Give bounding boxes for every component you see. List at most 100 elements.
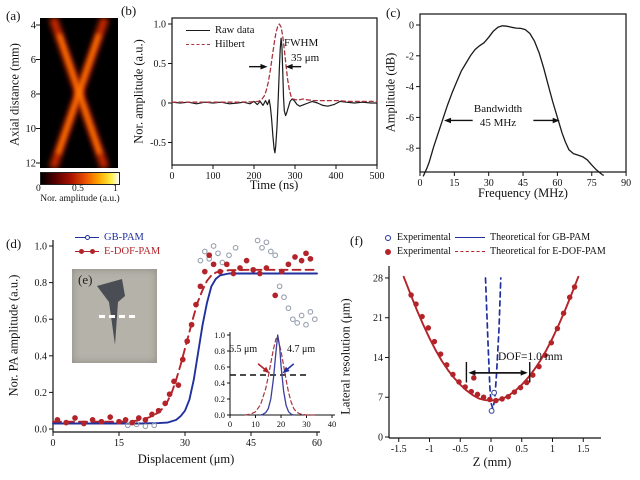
svg-text:0: 0 — [170, 171, 175, 182]
svg-text:40: 40 — [328, 419, 337, 429]
sample-photo: (e) — [72, 269, 157, 363]
svg-text:45: 45 — [246, 438, 256, 449]
panel-f-ylabel: Lateral resolution (μm) — [338, 298, 353, 415]
legend-label: Theoretical for E-DOF-PAM — [490, 246, 606, 257]
bandwidth-annotation-line2: 45 MHz — [479, 117, 517, 129]
svg-text:0.8: 0.8 — [214, 346, 225, 356]
svg-text:15: 15 — [449, 178, 459, 189]
panel-b-ylabel: Nor. amplitude (a.u.) — [131, 39, 146, 144]
e-dof-pam-line-sample — [75, 248, 99, 256]
svg-text:21: 21 — [373, 313, 383, 324]
svg-text:-6: -6 — [406, 113, 414, 124]
panel-b-legend: Raw data Hilbert — [186, 24, 254, 52]
legend-label: Theoretical for GB-PAM — [490, 232, 591, 243]
colorbar-tick-05: 0.5 — [72, 184, 84, 194]
svg-text:1.0: 1.0 — [35, 242, 48, 253]
svg-text:8: 8 — [31, 90, 36, 101]
dof-annotation: DOF=1.0 mm — [498, 351, 563, 363]
svg-text:60: 60 — [552, 178, 562, 189]
svg-text:10: 10 — [26, 124, 37, 135]
svg-text:90: 90 — [621, 178, 631, 189]
panel-f-xlabel: Z (mm) — [472, 455, 512, 469]
panel-c-label: (c) — [386, 5, 401, 20]
svg-text:200: 200 — [247, 171, 262, 182]
dashed-red-line-sample — [455, 248, 485, 256]
svg-text:0.5: 0.5 — [154, 59, 167, 70]
svg-text:20: 20 — [277, 419, 286, 429]
gb-pam-line-sample — [75, 234, 99, 242]
svg-text:10: 10 — [251, 419, 260, 429]
svg-text:1.0: 1.0 — [154, 20, 167, 31]
inset-fwhm-right: 4.7 μm — [287, 344, 316, 355]
legend-item-hilbert: Hilbert — [186, 38, 254, 52]
bandwidth-annotation: Bandwidth 45 MHz — [460, 102, 536, 130]
legend-label: Raw data — [215, 25, 255, 36]
svg-text:0.2: 0.2 — [35, 388, 48, 399]
legend-item-raw-data: Raw data — [186, 24, 254, 38]
svg-text:-8: -8 — [406, 144, 414, 155]
svg-text:300: 300 — [288, 171, 303, 182]
svg-text:0: 0 — [409, 21, 414, 32]
panel-a-label: (a) — [6, 8, 21, 23]
svg-text:500: 500 — [370, 171, 385, 182]
svg-text:1.5: 1.5 — [577, 444, 590, 455]
svg-text:-2: -2 — [406, 51, 414, 62]
legend-label: GB-PAM — [104, 232, 144, 243]
svg-text:1.0: 1.0 — [214, 330, 225, 340]
solid-blue-line-sample — [455, 234, 485, 242]
panel-d-ylabel: Nor. PA amplitude (a.u.) — [6, 274, 21, 397]
svg-text:28: 28 — [373, 273, 383, 284]
svg-text:0.4: 0.4 — [214, 378, 225, 388]
svg-text:-0.5: -0.5 — [452, 444, 468, 455]
svg-text:-1.5: -1.5 — [391, 444, 407, 455]
hilbert-line-sample — [186, 41, 210, 49]
svg-text:14: 14 — [373, 353, 383, 364]
panel-f-legend: Experimental Experimental — [385, 231, 451, 259]
svg-text:0.8: 0.8 — [35, 278, 48, 289]
legend-item-theoretical-edof: Theoretical for E-DOF-PAM — [455, 245, 606, 259]
colorbar-tick-0: 0 — [36, 184, 41, 194]
fwhm-annotation-line1: FWHM — [284, 37, 319, 49]
svg-text:4: 4 — [31, 21, 37, 32]
svg-text:0.6: 0.6 — [35, 315, 48, 326]
panel-c-ylabel: Amplitude (dB) — [383, 52, 398, 133]
svg-text:0.0: 0.0 — [214, 410, 225, 420]
svg-text:0: 0 — [378, 433, 383, 444]
fwhm-annotation-line2: 35 μm — [291, 52, 320, 64]
svg-text:0.5: 0.5 — [516, 444, 529, 455]
legend-label: Hilbert — [215, 39, 245, 50]
svg-text:0: 0 — [228, 419, 232, 429]
blade-shape — [97, 279, 125, 345]
bandwidth-annotation-line1: Bandwidth — [473, 103, 523, 115]
svg-text:0: 0 — [51, 438, 56, 449]
panel-d-legend: GB-PAM E-DOF-PAM — [75, 231, 160, 259]
svg-text:0.2: 0.2 — [214, 394, 225, 404]
svg-text:6: 6 — [31, 55, 36, 66]
svg-text:15: 15 — [114, 438, 124, 449]
svg-text:12: 12 — [26, 159, 37, 170]
legend-item-e-dof-pam: E-DOF-PAM — [75, 245, 160, 259]
svg-text:30: 30 — [180, 438, 190, 449]
colorbar-label: Nor. amplitude (a.u.) — [40, 194, 120, 204]
panel-d-label: (d) — [6, 236, 22, 251]
panel-d-xlabel: Displacement (μm) — [137, 452, 235, 466]
panel-b-label: (b) — [121, 3, 137, 18]
legend-item-experimental-edof: Experimental — [385, 245, 451, 259]
open-circle-marker — [385, 235, 391, 241]
colorbar-tick-1: 1 — [113, 184, 118, 194]
svg-text:30: 30 — [302, 419, 311, 429]
panel-f-label: (f) — [350, 233, 363, 248]
legend-item-experimental-gb: Experimental — [385, 231, 451, 245]
svg-text:0.6: 0.6 — [214, 362, 225, 372]
panel-b-xlabel: Time (ns) — [249, 178, 299, 192]
svg-text:30: 30 — [484, 178, 494, 189]
svg-text:60: 60 — [312, 438, 322, 449]
svg-text:-4: -4 — [406, 82, 414, 93]
svg-text:0: 0 — [418, 178, 423, 189]
svg-text:45: 45 — [518, 178, 528, 189]
svg-text:400: 400 — [329, 171, 344, 182]
panel-f-legend-col2: Theoretical for GB-PAM Theoretical for E… — [455, 231, 606, 259]
svg-text:0: 0 — [161, 99, 166, 110]
